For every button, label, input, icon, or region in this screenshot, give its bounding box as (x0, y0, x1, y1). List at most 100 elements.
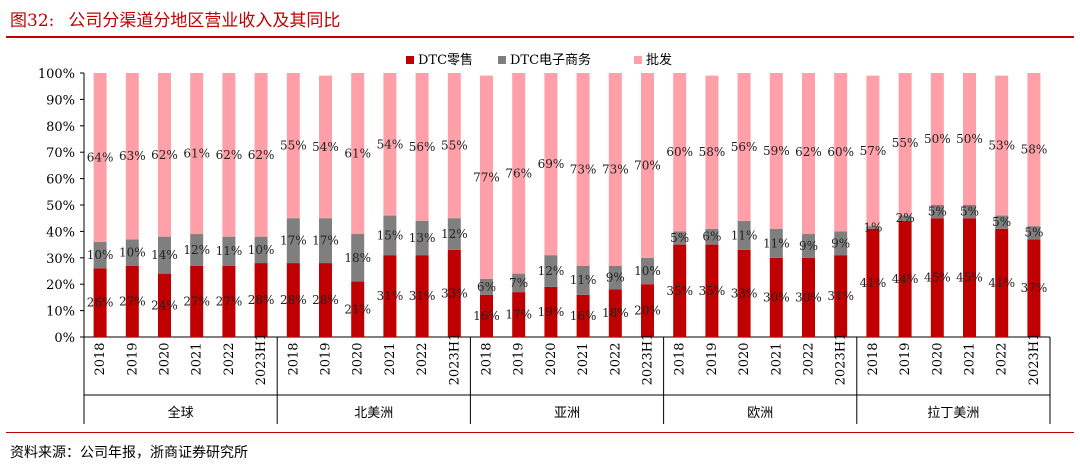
x-tick-label: 2023H1 (1027, 333, 1042, 386)
data-label-dtc-retail: 26% (87, 296, 114, 310)
y-tick-label: 90% (46, 93, 75, 108)
data-label-dtc-ecommerce: 9% (799, 239, 818, 253)
data-label-wholesale: 55% (280, 139, 307, 153)
bar-dtc-ecommerce (222, 236, 236, 266)
bar-dtc-ecommerce (995, 215, 1009, 229)
data-label-dtc-retail: 35% (666, 284, 693, 298)
bar-dtc-retail (125, 265, 139, 337)
bar-wholesale (930, 73, 944, 205)
bar-dtc-ecommerce (125, 239, 139, 266)
group-label: 北美洲 (354, 406, 393, 421)
bar-wholesale (286, 73, 300, 219)
bar-dtc-ecommerce (963, 205, 976, 219)
data-label-dtc-retail: 16% (570, 309, 597, 323)
bar-dtc-retail (512, 292, 526, 337)
bar-wholesale (544, 73, 558, 256)
data-label-dtc-ecommerce: 9% (831, 236, 850, 250)
bar-dtc-retail (480, 294, 493, 337)
bar-wholesale (512, 73, 526, 274)
data-label-wholesale: 54% (377, 137, 404, 151)
data-label-wholesale: 76% (505, 166, 532, 180)
x-tick-label: 2023H1 (641, 333, 656, 386)
data-label-dtc-ecommerce: 5% (670, 231, 689, 245)
x-tick-label: 2019 (898, 342, 913, 375)
bar-dtc-retail (286, 263, 300, 337)
data-label-dtc-ecommerce: 12% (538, 264, 565, 278)
bar-wholesale (963, 73, 976, 205)
figure-header: 图32: 公司分渠道分地区营业收入及其同比 (0, 0, 1080, 40)
bar-dtc-ecommerce (319, 218, 332, 264)
data-label-dtc-ecommerce: 15% (377, 228, 404, 242)
data-label-dtc-ecommerce: 7% (509, 276, 528, 290)
bar-dtc-ecommerce (576, 265, 590, 295)
bar-dtc-ecommerce (608, 265, 622, 290)
y-tick-label: 50% (46, 199, 75, 214)
bar-dtc-ecommerce (544, 255, 558, 287)
bar-dtc-ecommerce (383, 215, 397, 256)
legend-swatch-dtc_ecommerce (498, 56, 506, 64)
data-label-wholesale: 60% (827, 145, 854, 159)
data-label-dtc-ecommerce: 6% (702, 230, 721, 244)
figure-number: 图32: (10, 11, 55, 31)
bar-wholesale (319, 75, 332, 219)
data-label-dtc-ecommerce: 5% (960, 205, 979, 219)
x-tick-label: 2023H1 (447, 333, 462, 386)
data-label-dtc-ecommerce: 11% (731, 228, 758, 242)
bar-dtc-retail (544, 286, 558, 337)
data-label-wholesale: 73% (602, 162, 629, 176)
data-label-dtc-ecommerce: 14% (151, 248, 178, 262)
bar-dtc-ecommerce (447, 218, 461, 250)
bar-wholesale (415, 73, 429, 221)
data-label-wholesale: 50% (956, 132, 983, 146)
bar-wholesale (834, 73, 848, 232)
y-tick-label: 20% (46, 278, 75, 293)
footer-rule (6, 432, 1074, 433)
bar-dtc-retail (415, 255, 429, 337)
data-label-wholesale: 70% (634, 158, 661, 172)
bar-wholesale (769, 73, 783, 229)
x-tick-label: 2018 (286, 342, 301, 375)
bar-dtc-retail (383, 255, 397, 337)
bar-dtc-retail (705, 244, 719, 337)
x-tick-label: 2019 (705, 342, 720, 375)
data-label-dtc-retail: 24% (151, 298, 178, 312)
data-label-dtc-retail: 33% (731, 286, 758, 300)
data-label-wholesale: 60% (666, 145, 693, 159)
data-label-wholesale: 73% (570, 162, 597, 176)
data-label-dtc-ecommerce: 17% (312, 234, 339, 248)
bar-dtc-retail (673, 244, 687, 337)
x-tick-label: 2020 (544, 342, 559, 375)
legend-label-dtc_ecommerce: DTC电子商务 (510, 52, 591, 68)
data-label-wholesale: 69% (538, 157, 565, 171)
data-label-dtc-retail: 21% (344, 302, 371, 316)
bar-dtc-retail (1027, 239, 1041, 337)
bar-dtc-retail (447, 249, 461, 337)
data-label-dtc-ecommerce: 5% (928, 205, 947, 219)
data-label-dtc-ecommerce: 10% (634, 264, 661, 278)
data-label-dtc-retail: 31% (377, 289, 404, 303)
data-label-dtc-retail: 31% (827, 289, 854, 303)
bar-dtc-ecommerce (673, 231, 687, 245)
data-label-wholesale: 61% (183, 147, 210, 161)
bar-wholesale (447, 73, 461, 219)
bar-dtc-ecommerce (802, 234, 815, 258)
x-tick-label: 2018 (673, 342, 688, 375)
figure-title: 图32: 公司分渠道分地区营业收入及其同比 (10, 6, 340, 31)
bar-dtc-retail (769, 257, 783, 337)
x-tick-label: 2020 (158, 342, 173, 375)
bar-dtc-retail (834, 255, 848, 337)
x-tick-label: 2020 (351, 342, 366, 375)
data-label-dtc-ecommerce: 6% (477, 280, 496, 294)
bar-dtc-retail (963, 218, 976, 337)
bar-dtc-retail (898, 220, 912, 337)
y-tick-label: 0% (54, 331, 75, 346)
data-label-dtc-ecommerce: 5% (992, 215, 1011, 229)
data-label-wholesale: 62% (216, 148, 243, 162)
bar-dtc-ecommerce (158, 236, 171, 274)
data-label-dtc-retail: 45% (924, 271, 951, 285)
bar-dtc-ecommerce (286, 218, 300, 264)
x-tick-label: 2019 (319, 342, 334, 375)
data-label-dtc-retail: 16% (473, 309, 500, 323)
bar-dtc-ecommerce (898, 215, 912, 221)
data-label-dtc-retail: 20% (634, 304, 661, 318)
